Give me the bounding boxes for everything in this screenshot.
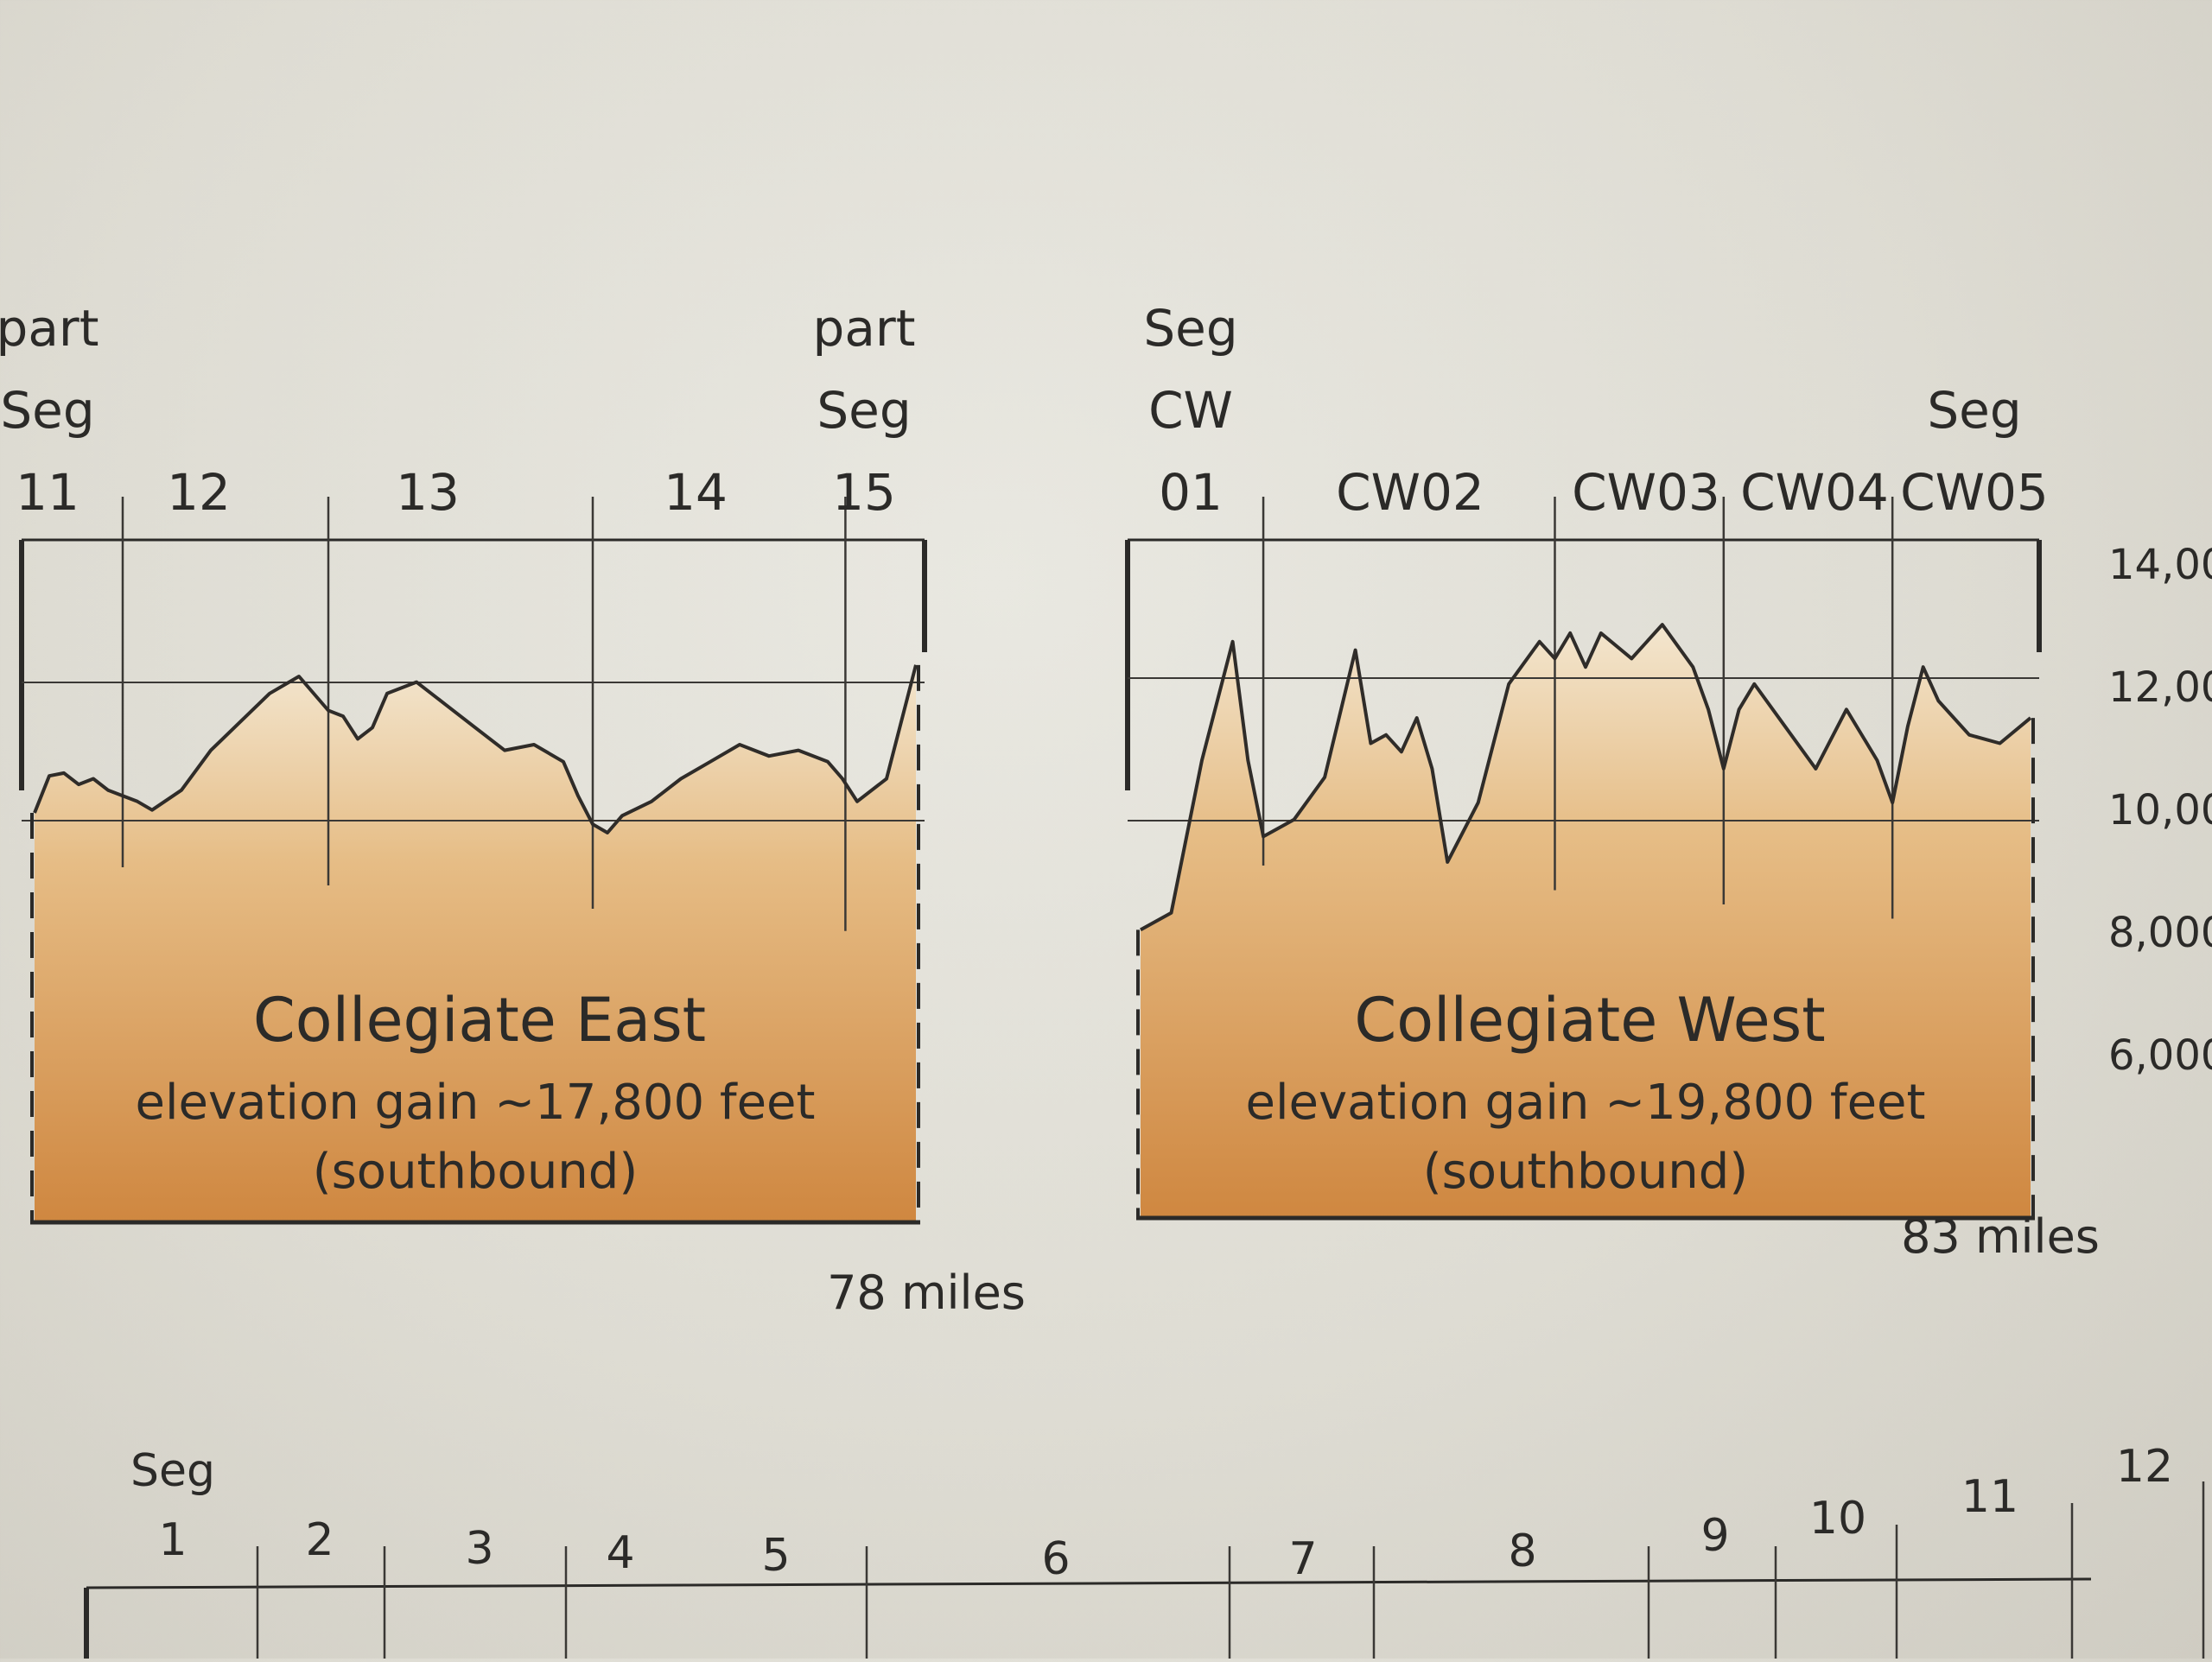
segment-label: 13	[396, 463, 460, 522]
bottom-seg-label: Seg	[130, 1445, 215, 1497]
segment-label: part	[0, 299, 99, 358]
bottom-segment-label: 6	[1041, 1533, 1070, 1585]
chart-subtitle: (southbound)	[313, 1144, 638, 1200]
collegiate-east-chart: part Seg 11 12 13 14 part Seg 15 Collegiate East e…	[0, 299, 1026, 1320]
segment-label: part	[813, 299, 916, 358]
segment-label: 11	[16, 463, 79, 522]
bottom-segment-label: 1	[158, 1514, 187, 1566]
segment-label: 15	[832, 463, 896, 522]
segment-label: 14	[664, 463, 728, 522]
y-tick-label: 10,000	[2108, 786, 2212, 834]
bottom-segment-label: 2	[305, 1514, 334, 1566]
segment-label: CW03	[1572, 463, 1720, 522]
distance-label: 83 miles	[1901, 1209, 2100, 1264]
chart-subtitle: elevation gain ~19,800 feet	[1246, 1075, 1926, 1131]
chart-title: Collegiate West	[1354, 985, 1825, 1056]
bottom-segment-label: 12	[2116, 1441, 2173, 1493]
segment-label: CW02	[1336, 463, 1484, 522]
bottom-segment-label: 3	[465, 1523, 493, 1575]
bottom-segment-label: 5	[761, 1530, 790, 1582]
bottom-segment-label: 10	[1809, 1493, 1866, 1545]
elevation-area-fill	[35, 665, 916, 1222]
y-tick-label: 6,000	[2108, 1031, 2212, 1080]
bottom-segment-label: 4	[606, 1527, 634, 1579]
chart-title: Collegiate East	[253, 985, 706, 1056]
collegiate-west-chart: Seg CW 01 CW02 CW03 CW04 Seg CW05 Collegiate Wes…	[1128, 299, 2212, 1264]
segment-label: Seg	[1143, 299, 1237, 358]
y-tick-label: 14,000	[2108, 541, 2212, 589]
bottom-segment-label: 8	[1508, 1526, 1536, 1577]
segment-label: Seg	[0, 381, 94, 440]
bottom-strip-top-border	[86, 1579, 2091, 1588]
y-tick-label: 12,000	[2108, 663, 2212, 712]
chart-subtitle: elevation gain ~17,800 feet	[136, 1075, 816, 1131]
segment-label: 12	[167, 463, 231, 522]
segment-label: CW05	[1900, 463, 2049, 522]
segment-label: Seg	[1927, 381, 2021, 440]
segment-label: CW	[1148, 381, 1233, 440]
chart-subtitle: (southbound)	[1423, 1144, 1748, 1200]
segment-label: CW04	[1740, 463, 1889, 522]
distance-label: 78 miles	[827, 1266, 1026, 1320]
segment-label: 01	[1159, 463, 1223, 522]
segment-label: Seg	[817, 381, 911, 440]
y-tick-label: 8,000	[2108, 909, 2212, 957]
bottom-segment-label: 11	[1961, 1471, 2018, 1523]
bottom-segment-label: 7	[1288, 1533, 1317, 1585]
bottom-segment-label: 9	[1700, 1510, 1729, 1562]
